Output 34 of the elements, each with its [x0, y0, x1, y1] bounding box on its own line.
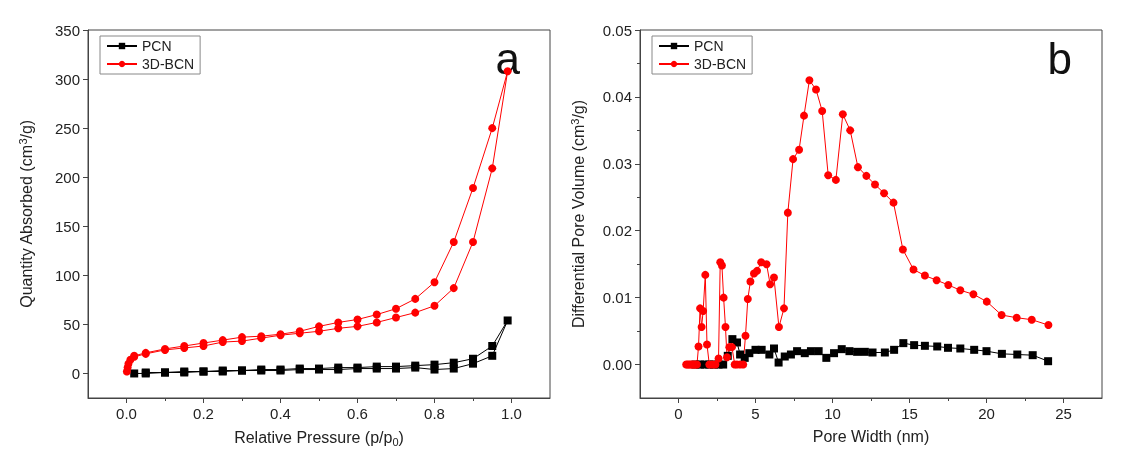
- y-tick-label: 0: [71, 364, 80, 382]
- legend-label: PCN: [694, 38, 724, 54]
- y-tick-label: 0.05: [602, 21, 632, 39]
- y-tick-label: 0.01: [602, 289, 632, 307]
- legend-label: PCN: [142, 38, 172, 54]
- legend-label: 3D-BCN: [142, 56, 195, 72]
- x-tick-label: 20: [978, 405, 995, 422]
- x-tick-label: 15: [901, 405, 918, 422]
- x-tick-label: 0.8: [424, 405, 445, 422]
- annotation: b: [1047, 33, 1073, 83]
- y-tick-label: 0.02: [602, 222, 632, 240]
- legend-label: 3D-BCN: [694, 56, 747, 72]
- x-tick-label: 10: [824, 405, 841, 422]
- x-tick-label: 5: [751, 405, 760, 422]
- y-tick-label: 300: [54, 70, 80, 88]
- y-tick-label: 200: [54, 168, 80, 186]
- x-tick-label: 0.2: [193, 405, 214, 422]
- x-tick-label: 1.0: [501, 405, 522, 422]
- y-tick-label: 250: [54, 119, 80, 137]
- x-tick-label: 0.4: [270, 405, 291, 422]
- y-tick-label: 0.00: [602, 356, 632, 374]
- x-tick-label: 0.0: [116, 405, 137, 422]
- x-tick-label: 0: [674, 405, 683, 422]
- x-tick-label: 0.6: [347, 405, 368, 422]
- y-tick-label: 0.04: [602, 88, 632, 106]
- y-tick-label: 150: [54, 217, 80, 235]
- x-axis-title: Pore Width (nm): [812, 427, 930, 445]
- y-axis-title: Quantity Absorbed (cm3/g): [16, 119, 35, 308]
- y-tick-label: 350: [54, 21, 80, 39]
- x-tick-label: 25: [1055, 405, 1072, 422]
- y-tick-label: 0.03: [602, 155, 632, 173]
- y-axis-title: Differential Pore Volume (cm3/g): [568, 99, 587, 329]
- y-tick-label: 100: [54, 266, 80, 284]
- y-tick-label: 50: [63, 315, 80, 333]
